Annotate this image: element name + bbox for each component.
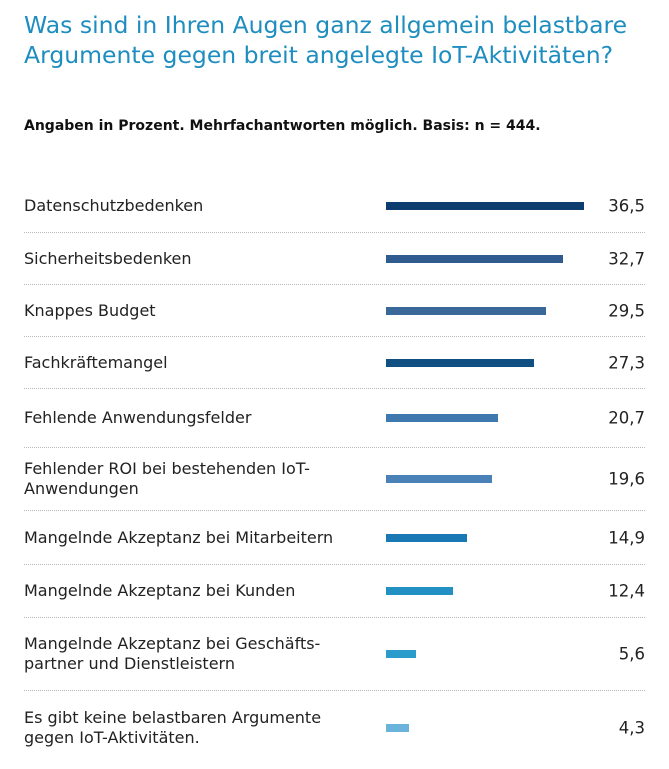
value-label: 36,5	[608, 196, 645, 216]
bar-row: Mangelnde Akzeptanz bei Geschäfts­partne…	[24, 618, 645, 691]
bar-row: Sicherheitsbedenken 32,7	[24, 233, 645, 285]
value-label: 4,3	[618, 718, 645, 737]
bar	[386, 475, 493, 483]
bar	[386, 587, 454, 595]
category-label: Fehlender ROI bei bestehenden IoT-Anwend…	[24, 459, 310, 498]
bar	[386, 306, 547, 315]
category-label: Fehlende Anwendungsfelder	[24, 408, 252, 427]
category-label: Sicherheitsbedenken	[24, 248, 192, 268]
bar	[386, 533, 467, 542]
bar	[386, 650, 417, 658]
bar-row: Es gibt keine belastbaren Argumente gege…	[24, 691, 645, 764]
bar	[386, 723, 410, 732]
category-label: Datenschutzbedenken	[24, 196, 204, 215]
bar	[386, 358, 535, 367]
category-label: Mangelnde Akzeptanz bei Geschäfts­partne…	[24, 634, 321, 673]
value-label: 12,4	[608, 581, 645, 601]
bar-row: Fehlender ROI bei bestehenden IoT-Anwend…	[24, 448, 645, 511]
category-label: Fachkräftemangel	[24, 352, 168, 372]
value-label: 27,3	[608, 353, 645, 372]
bar-row: Datenschutzbedenken 36,5	[24, 180, 645, 233]
category-label: Es gibt keine belastbaren Argumente gege…	[24, 707, 322, 747]
chart-title: Was sind in Ihren Augen ganz allgemein b…	[24, 11, 628, 69]
bar-row: Fehlende Anwendungsfelder 20,7	[24, 389, 645, 448]
category-label: Knappes Budget	[24, 300, 156, 320]
bar	[386, 414, 499, 422]
category-label: Mangelnde Akzeptanz bei Mitarbeitern	[24, 527, 334, 547]
bar	[386, 254, 564, 263]
value-label: 14,9	[608, 528, 645, 547]
bar-row: Knappes Budget 29,5	[24, 285, 645, 337]
bar-row: Fachkräftemangel 27,3	[24, 337, 645, 389]
bar-rows: Datenschutzbedenken 36,5 Sicherheitsbedenk…	[0, 180, 669, 764]
value-label: 5,6	[618, 644, 645, 664]
bar	[386, 202, 584, 210]
category-label: Mangelnde Akzeptanz bei Kunden	[24, 581, 296, 600]
chart-subtitle: Angaben in Prozent. Mehrfachantworten mö…	[24, 118, 541, 134]
value-label: 19,6	[608, 469, 645, 489]
value-label: 20,7	[608, 408, 645, 428]
value-label: 32,7	[608, 249, 645, 268]
bar-row: Mangelnde Akzeptanz bei Mitarbeitern 14,9	[24, 511, 645, 565]
value-label: 29,5	[608, 301, 645, 320]
bar-row: Mangelnde Akzeptanz bei Kunden 12,4	[24, 565, 645, 618]
